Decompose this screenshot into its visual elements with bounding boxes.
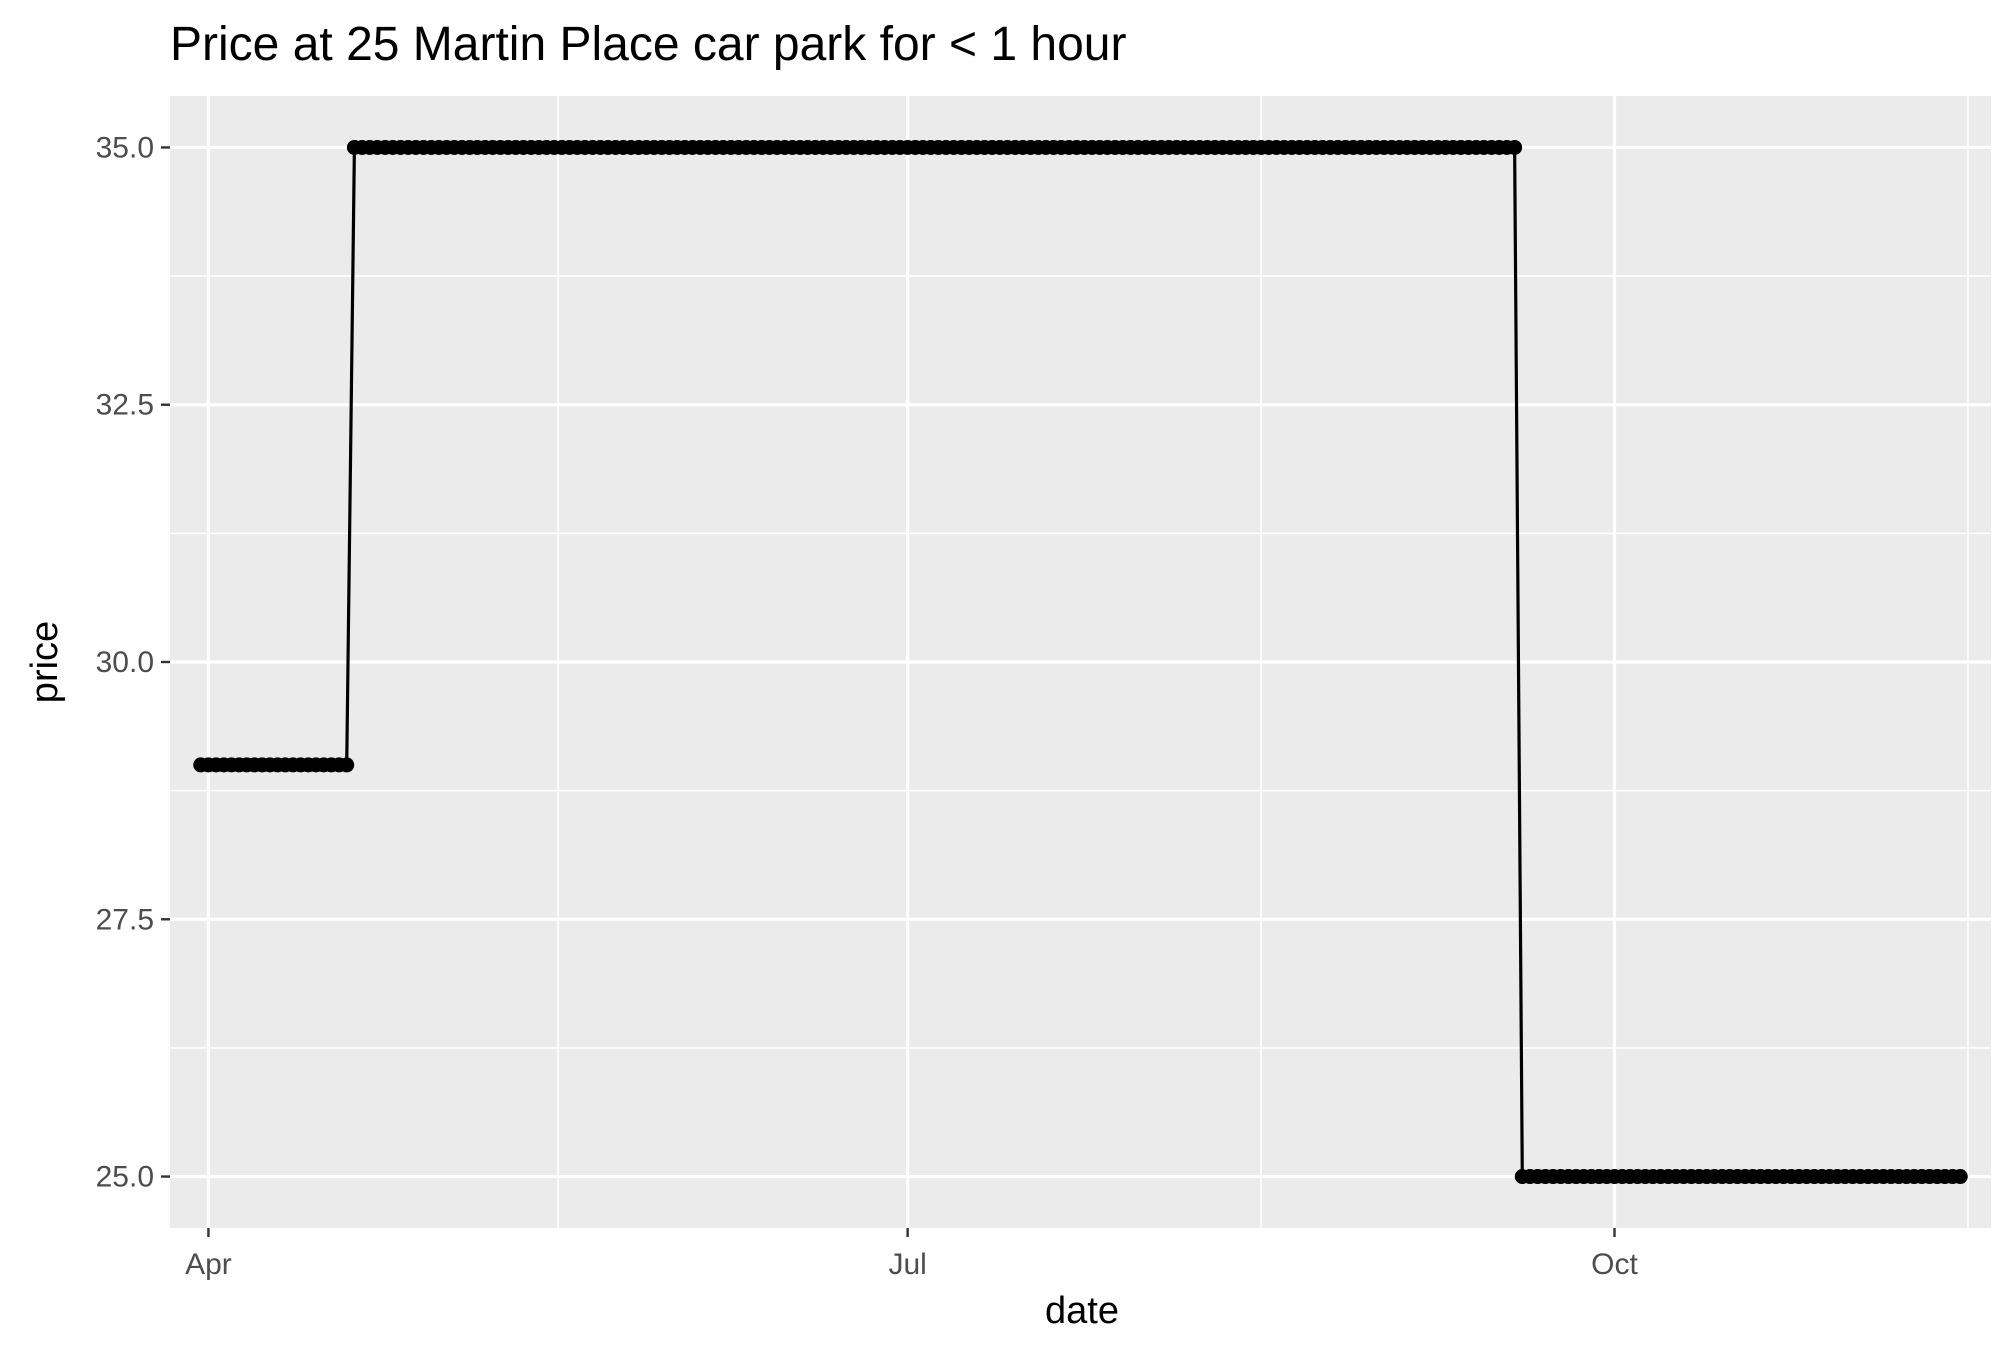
x-tick-label: Apr: [185, 1248, 232, 1281]
y-tick-label: 35.0: [96, 131, 154, 164]
chart-title: Price at 25 Martin Place car park for < …: [170, 18, 1126, 71]
x-axis: Apr Jul Oct: [185, 1228, 1639, 1281]
data-point: [1952, 1169, 1968, 1185]
data-point: [339, 757, 355, 773]
y-tick-label: 25.0: [96, 1161, 154, 1194]
x-tick-label: Jul: [888, 1248, 926, 1281]
y-tick-label: 30.0: [96, 646, 154, 679]
y-tick-label: 32.5: [96, 389, 154, 422]
y-axis: 25.0 27.5 30.0 32.5 35.0: [96, 131, 170, 1194]
y-axis-title: price: [24, 621, 66, 703]
price-series-points: [193, 139, 1968, 1185]
x-tick-label: Oct: [1591, 1248, 1638, 1281]
y-tick-label: 27.5: [96, 903, 154, 936]
x-axis-title: date: [1045, 1290, 1119, 1332]
data-point: [1507, 139, 1523, 155]
